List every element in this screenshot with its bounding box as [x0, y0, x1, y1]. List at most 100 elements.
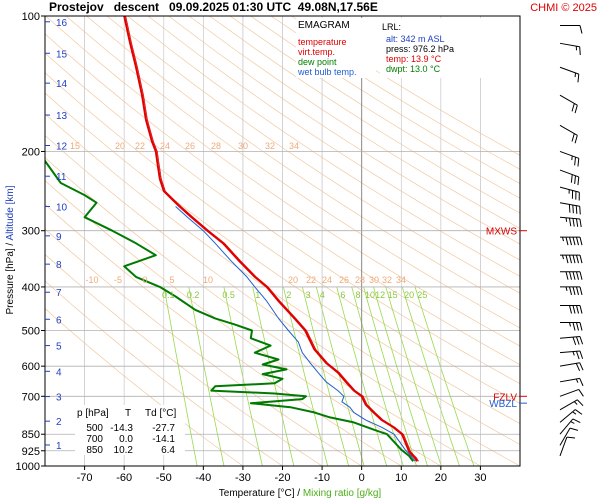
wind-barb-flag — [576, 286, 579, 296]
pressure-tick-label: 500 — [22, 326, 40, 338]
lrl-dewpoint: dwpt: 13.0 °C — [386, 64, 441, 74]
wind-barb-flag — [577, 158, 580, 167]
wbzl-marker-label: WBZL — [489, 399, 517, 410]
wind-barb-flag — [579, 46, 581, 56]
table-cell: 850 — [86, 445, 103, 456]
legend-dew-point: dew point — [298, 57, 337, 67]
wind-barb-flag — [574, 135, 578, 144]
altitude-tick-label: 16 — [56, 18, 68, 29]
x-tick-label: -30 — [235, 472, 251, 484]
wind-barb — [560, 254, 583, 264]
dry-adiabat-line — [45, 16, 520, 347]
mixing-ratio-label: 10 — [365, 290, 375, 300]
y-axis-label-altitude: Altitude [km] — [5, 185, 16, 240]
wind-barb — [559, 202, 581, 215]
axis-ticks: -70 -60 -50 -40 -30 -20 -10 0 10 20 30100200300400… — [16, 11, 487, 484]
wind-barb-flag — [568, 217, 572, 227]
altitude-tick-label: 3 — [56, 393, 62, 404]
wind-barb-flag — [572, 271, 576, 280]
x-tick-label: -70 — [77, 472, 93, 484]
x-tick-label: 30 — [474, 472, 486, 484]
wind-barb — [560, 286, 583, 296]
dry-adiabat-line — [65, 16, 520, 329]
dry-adiabat-line — [45, 72, 520, 404]
wind-barb-flag — [574, 175, 577, 184]
wind-barb-flag — [572, 322, 576, 331]
dry-adiabat-label: 24 — [322, 275, 332, 285]
wind-barb-flag — [566, 436, 576, 439]
wind-barb — [559, 436, 576, 457]
dry-adiabat-label: 0 — [142, 275, 147, 285]
mixing-ratio-label: 0.1 — [162, 290, 175, 300]
wind-barb-shaft — [559, 427, 571, 446]
wind-barb — [559, 216, 582, 228]
wind-barb — [559, 418, 581, 435]
altitude-tick-label: 2 — [56, 417, 62, 428]
wind-barbs — [559, 25, 584, 457]
wind-barb-flag — [568, 204, 571, 213]
wind-barb-flag — [579, 271, 583, 280]
wind-barb-flag — [575, 351, 580, 360]
dry-adiabat-label: 15 — [70, 141, 80, 151]
wind-barb-flag — [579, 350, 584, 359]
wind-barb-flag — [572, 418, 581, 423]
x-axis-label-separator: / — [294, 488, 302, 499]
wind-barb — [559, 362, 584, 372]
wind-barb-flag — [569, 255, 572, 264]
wind-barb — [559, 169, 580, 186]
x-tick-label: -50 — [156, 472, 172, 484]
wind-barb-flag — [576, 322, 579, 331]
pressure-tick-label: 700 — [22, 391, 40, 403]
wind-barb-flag — [576, 305, 579, 314]
wind-barb — [559, 409, 583, 423]
dry-adiabat-label: -5 — [114, 275, 122, 285]
wind-barb — [560, 322, 583, 331]
altitude-tick-label: 4 — [56, 367, 62, 378]
dewpoint-line — [45, 159, 414, 462]
wind-barb — [560, 271, 583, 280]
wind-barb-flag — [572, 255, 576, 264]
dry-adiabat-line — [168, 16, 520, 245]
wind-barb-flag — [579, 378, 584, 387]
table-cell: -27.7 — [152, 423, 175, 434]
wind-barb — [559, 377, 584, 387]
altitude-tick-label: 1 — [56, 441, 62, 452]
x-axis-label: Temperature [°C] / Mixing ratio [g/kg] — [219, 488, 382, 499]
wind-barb — [559, 124, 578, 144]
mixing-ratio-label: 8 — [356, 290, 361, 300]
x-tick-label: -60 — [116, 472, 132, 484]
wind-barb-half-flag — [562, 236, 564, 242]
x-axis-label-temperature: Temperature [°C] — [219, 488, 295, 499]
dry-adiabat-line — [147, 16, 520, 261]
altitude-tick-label: 8 — [56, 260, 62, 271]
legend-wet-bulb: wet bulb temp. — [297, 67, 357, 77]
table-cell: 700 — [86, 434, 103, 445]
lrl-temperature: temp: 13.9 °C — [386, 54, 442, 64]
y-axis-label: Pressure [hPa] / Altitude [km] — [5, 185, 16, 314]
altitude-tick-label: 5 — [56, 342, 62, 353]
wind-barb-flag — [565, 271, 569, 280]
x-tick-label: -40 — [195, 472, 211, 484]
dry-adiabat-label: 26 — [339, 275, 349, 285]
mixing-ratio-label: 4 — [320, 290, 325, 300]
wind-barb — [559, 150, 580, 167]
wind-barb-flag — [572, 336, 577, 346]
wind-barb-flag — [572, 218, 575, 227]
y-axis-label-pressure: Pressure [hPa] — [5, 248, 16, 314]
wind-barb-flag — [575, 205, 578, 214]
y-axis-label-separator: / — [5, 241, 16, 249]
dry-adiabat-label: 30 — [369, 275, 379, 285]
dry-adiabat-label: 26 — [185, 141, 195, 151]
wind-barb-half-flag — [570, 421, 575, 424]
dry-adiabat-label: 34 — [396, 275, 406, 285]
wind-barb-half-flag — [565, 286, 568, 292]
dry-adiabat-label: 22 — [135, 141, 145, 151]
copyright-text: CHMI © 2025 — [530, 2, 597, 14]
wind-barb-flag — [572, 236, 576, 246]
altitude-tick-label: 15 — [56, 49, 68, 60]
mxws-marker-label: MXWS — [486, 227, 517, 238]
x-axis-label-mixing-ratio: Mixing ratio [g/kg] — [303, 488, 382, 499]
wind-barb-flag — [565, 236, 569, 246]
